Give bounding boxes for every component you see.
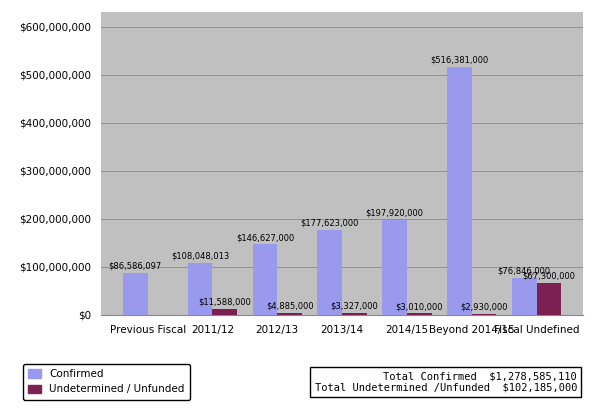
Bar — [277, 312, 302, 315]
Bar — [407, 313, 431, 315]
Bar — [472, 314, 496, 315]
Legend: Confirmed, Undetermined / Unfunded: Confirmed, Undetermined / Unfunded — [23, 364, 190, 400]
Text: $2,930,000: $2,930,000 — [461, 302, 508, 311]
Bar — [253, 245, 277, 315]
Text: $76,846,000: $76,846,000 — [497, 267, 551, 276]
Text: Total Confirmed  $1,278,585,110
Total Undetermined /Unfunded  $102,185,000: Total Confirmed $1,278,585,110 Total Und… — [315, 371, 577, 393]
Bar — [383, 220, 407, 315]
Text: $516,381,000: $516,381,000 — [430, 56, 488, 65]
Text: $197,920,000: $197,920,000 — [365, 209, 424, 218]
Bar — [123, 273, 148, 315]
Bar — [537, 283, 561, 315]
Text: $86,586,097: $86,586,097 — [109, 262, 162, 271]
Text: $4,885,000: $4,885,000 — [266, 301, 314, 310]
Text: $177,623,000: $177,623,000 — [300, 218, 359, 227]
Bar — [212, 309, 237, 315]
Text: $11,588,000: $11,588,000 — [198, 298, 251, 307]
Text: $146,627,000: $146,627,000 — [236, 233, 294, 242]
Text: $3,010,000: $3,010,000 — [396, 302, 443, 311]
Text: $67,300,000: $67,300,000 — [522, 271, 575, 280]
Text: $3,327,000: $3,327,000 — [331, 302, 378, 311]
Bar — [447, 67, 472, 315]
Bar — [188, 263, 212, 315]
Bar — [318, 229, 342, 315]
Bar — [342, 313, 367, 315]
Text: $108,048,013: $108,048,013 — [171, 252, 229, 261]
Bar — [512, 278, 537, 315]
